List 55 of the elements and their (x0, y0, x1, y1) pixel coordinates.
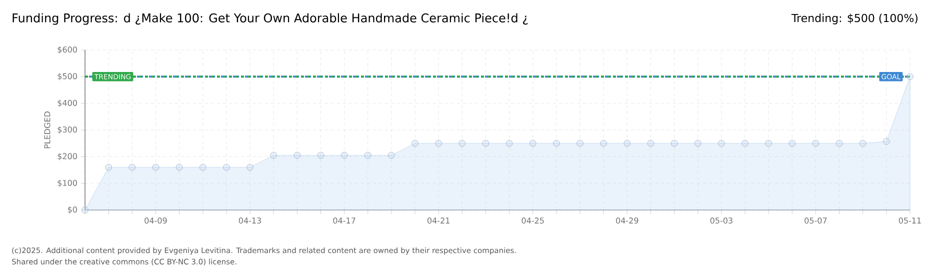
point (270, 152, 277, 159)
y-tick-label: $0 (68, 206, 77, 214)
point (152, 164, 160, 171)
text: Trending: $500 (100%) (791, 14, 918, 24)
y-axis-title: PLEDGED (44, 112, 50, 148)
y-tick-label: $100 (58, 180, 77, 187)
point (82, 206, 88, 214)
point (506, 140, 513, 147)
x-tick-label: 04-29 (616, 218, 638, 224)
x-tick-label: 04-09 (144, 218, 167, 224)
point (576, 140, 584, 147)
x-tick-label: 04-21 (427, 218, 450, 224)
y-tick-label: $300 (58, 126, 77, 134)
point (412, 140, 418, 147)
point (529, 140, 536, 147)
point (765, 140, 772, 147)
x-tick-label: 05-07 (804, 218, 827, 224)
point (647, 140, 654, 147)
point (199, 164, 206, 171)
point (836, 140, 843, 147)
point (553, 140, 560, 147)
y-tick-label: $200 (58, 153, 77, 160)
point (294, 152, 301, 159)
y-tick-label: $500 (58, 73, 77, 80)
point (670, 140, 678, 147)
point (694, 140, 702, 147)
point (223, 164, 230, 171)
point (105, 164, 112, 171)
point (883, 138, 890, 145)
point (742, 140, 748, 147)
point (317, 152, 324, 159)
point (364, 152, 372, 159)
point (812, 140, 820, 147)
x-tick-label: 04-17 (333, 218, 356, 224)
chart-title: Funding Progress: d ¿Make 100: Get Your Own Adorable Handmade Ceramic Piece!d ¿ (12, 13, 528, 25)
point (388, 152, 395, 159)
x-tick-label: 04-25 (522, 218, 544, 224)
point (906, 73, 914, 80)
point (246, 164, 254, 171)
point (788, 140, 796, 147)
point (340, 152, 348, 159)
point (176, 164, 183, 171)
x-tick-label: 04-13 (238, 218, 261, 224)
point (859, 140, 866, 147)
x-tick-label: 05-03 (710, 218, 732, 224)
point (600, 140, 607, 147)
point (624, 140, 631, 147)
point (458, 140, 466, 147)
y-tick-label: $400 (58, 100, 77, 107)
point (435, 140, 442, 147)
point (718, 140, 725, 147)
y-tick-label: $600 (58, 46, 77, 54)
x-tick-label: 05-11 (898, 218, 921, 224)
point (482, 140, 490, 147)
point (128, 164, 136, 171)
